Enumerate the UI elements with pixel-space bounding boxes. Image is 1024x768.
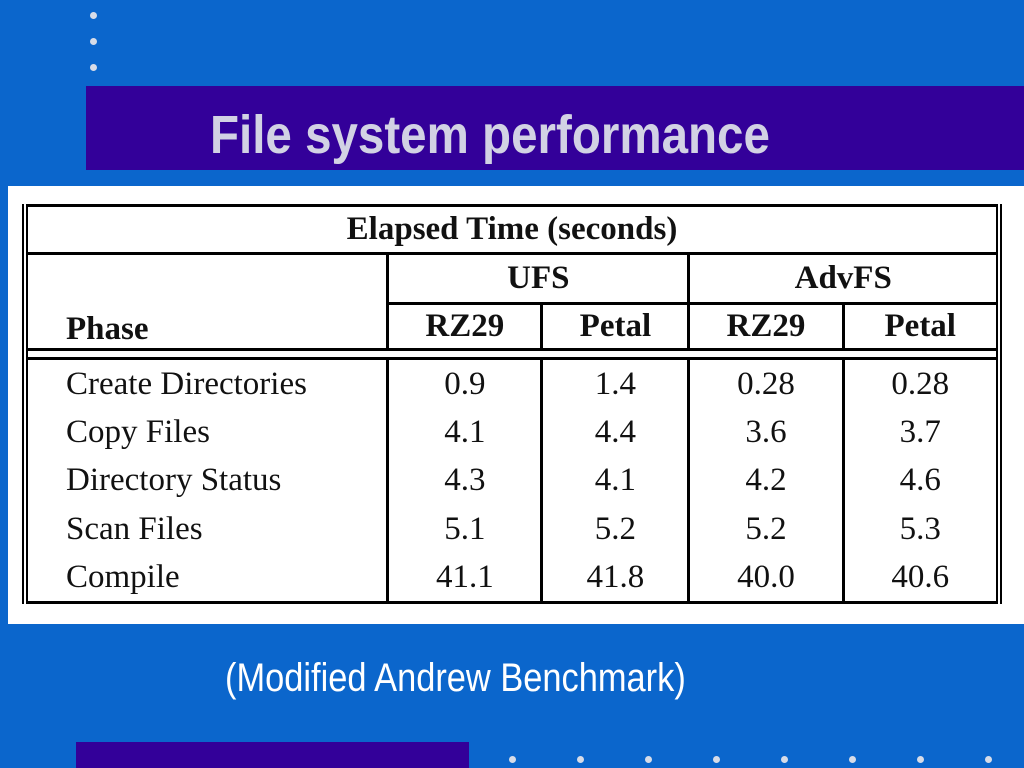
- row-phase: Scan Files: [22, 504, 388, 555]
- cell-advfs-petal: 3.7: [841, 408, 1002, 457]
- decor-dot: [90, 64, 97, 71]
- row-phase: Directory Status: [22, 456, 388, 505]
- decor-dot: [985, 756, 992, 763]
- cell-ufs-petal: 4.4: [540, 408, 689, 457]
- subheader-ufs-petal: Petal: [540, 303, 689, 350]
- table-row: Copy Files 4.1 4.4 3.6 3.7: [22, 408, 1002, 457]
- table-row: Directory Status 4.3 4.1 4.2 4.6: [22, 456, 1002, 505]
- cell-ufs-petal: 4.1: [540, 456, 689, 505]
- subheader-ufs-rz29: RZ29: [386, 303, 542, 350]
- row-phase: Copy Files: [22, 408, 388, 457]
- cell-advfs-rz29: 4.2: [687, 456, 843, 505]
- cell-ufs-petal: 1.4: [540, 358, 689, 409]
- page-title: File system performance: [210, 105, 770, 165]
- title-band: File system performance: [86, 86, 1024, 170]
- group-header-ufs: UFS: [386, 253, 689, 305]
- decor-dot: [577, 756, 584, 763]
- cell-advfs-rz29: 5.2: [687, 504, 843, 555]
- group-header-advfs: AdvFS: [687, 253, 1003, 305]
- decor-dot: [917, 756, 924, 763]
- table-row: Compile 41.1 41.8 40.0 40.6: [22, 554, 1002, 604]
- cell-advfs-petal: 40.6: [841, 554, 1002, 604]
- cell-advfs-petal: 5.3: [841, 504, 1002, 555]
- caption: (Modified Andrew Benchmark): [225, 656, 686, 700]
- decor-dot: [90, 38, 97, 45]
- cell-advfs-rz29: 0.28: [687, 358, 843, 409]
- cell-advfs-petal: 4.6: [841, 456, 1002, 505]
- cell-ufs-rz29: 5.1: [386, 504, 542, 555]
- cell-advfs-rz29: 40.0: [687, 554, 843, 604]
- cell-advfs-rz29: 3.6: [687, 408, 843, 457]
- decor-dot: [781, 756, 788, 763]
- subheader-advfs-petal: Petal: [841, 303, 1002, 350]
- table-row: Scan Files 5.1 5.2 5.2 5.3: [22, 504, 1002, 555]
- row-phase: Create Directories: [22, 358, 388, 409]
- phase-header: Phase: [22, 253, 388, 350]
- row-phase: Compile: [22, 554, 388, 604]
- cell-ufs-rz29: 4.1: [386, 408, 542, 457]
- bottom-band: [76, 742, 469, 768]
- cell-ufs-petal: 41.8: [540, 554, 689, 604]
- subheader-advfs-rz29: RZ29: [687, 303, 843, 350]
- cell-ufs-rz29: 0.9: [386, 358, 542, 409]
- decor-dot: [90, 12, 97, 19]
- cell-ufs-rz29: 41.1: [386, 554, 542, 604]
- table-title: Elapsed Time (seconds): [22, 204, 1002, 255]
- cell-advfs-petal: 0.28: [841, 358, 1002, 409]
- table-row: Create Directories 0.9 1.4 0.28 0.28: [22, 358, 1002, 409]
- performance-table: Elapsed Time (seconds) Phase UFS AdvFS R…: [22, 204, 1003, 604]
- decor-dot: [849, 756, 856, 763]
- header-divider: [22, 348, 1002, 360]
- decor-dot: [713, 756, 720, 763]
- decor-dot: [645, 756, 652, 763]
- cell-ufs-rz29: 4.3: [386, 456, 542, 505]
- decor-dot: [509, 756, 516, 763]
- cell-ufs-petal: 5.2: [540, 504, 689, 555]
